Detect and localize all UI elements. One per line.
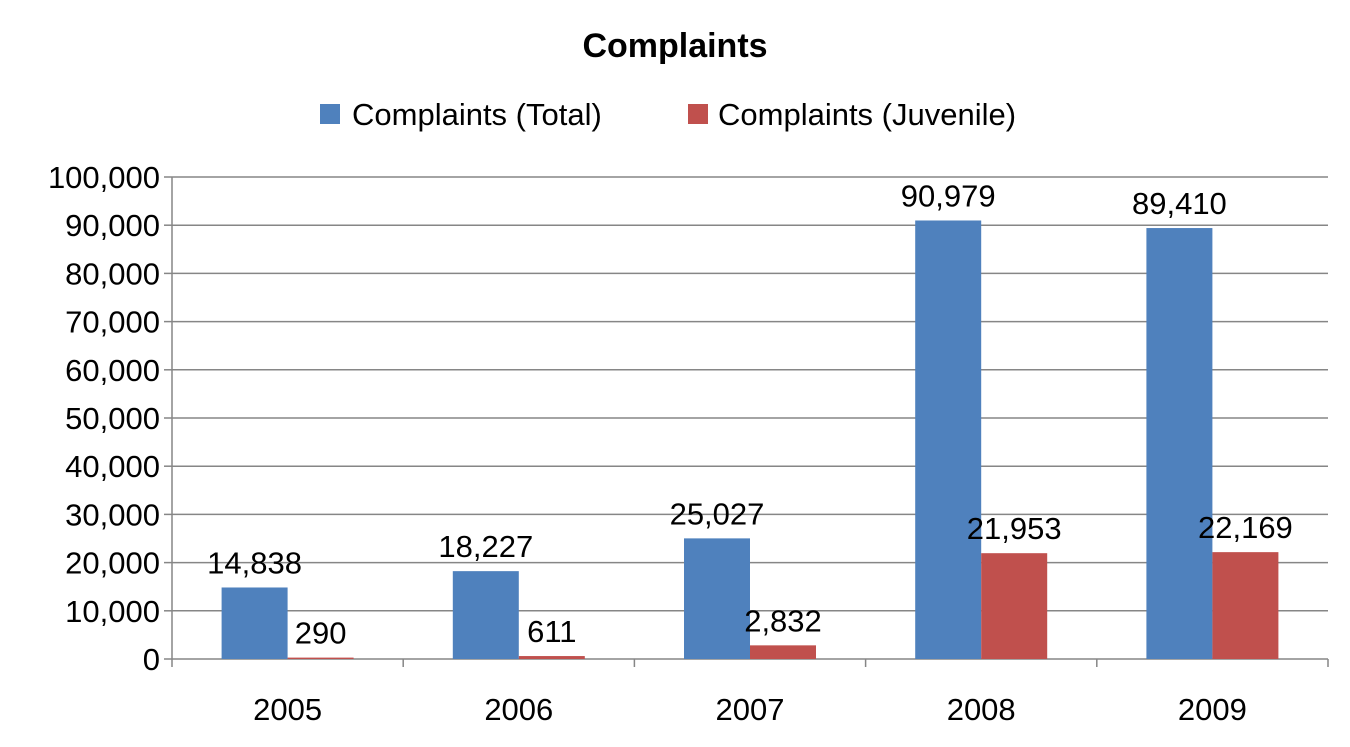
y-tick-label: 40,000 [65, 449, 160, 484]
x-axis: 2005 2006 2007 2008 2009 [171, 658, 1329, 727]
bars [221, 220, 1279, 660]
bar-juvenile [750, 645, 816, 659]
data-label: 290 [295, 616, 347, 651]
y-tick-label: 50,000 [65, 401, 160, 436]
legend-swatch [320, 104, 340, 124]
y-tick-label: 80,000 [65, 256, 160, 291]
data-label: 21,953 [967, 511, 1062, 546]
x-tick-label: 2009 [1178, 692, 1247, 727]
y-tick-label: 70,000 [65, 305, 160, 340]
data-label: 22,169 [1198, 510, 1293, 545]
bar-juvenile [287, 657, 354, 659]
data-label: 14,838 [207, 545, 302, 580]
data-label: 611 [527, 614, 576, 649]
y-tick-label: 60,000 [65, 353, 160, 388]
data-label: 2,832 [744, 603, 822, 638]
y-tick-label: 0 [143, 642, 160, 677]
legend: Complaints (Total) Complaints (Juvenile) [320, 97, 1016, 132]
y-tick-label: 90,000 [65, 208, 160, 243]
x-tick-label: 2008 [947, 692, 1016, 727]
bar-total [221, 587, 288, 659]
bar-total [452, 571, 519, 659]
x-tick-label: 2006 [484, 692, 553, 727]
data-label: 89,410 [1132, 186, 1227, 221]
data-label: 90,979 [901, 178, 996, 213]
bar-juvenile [1212, 552, 1279, 659]
x-tick-label: 2005 [253, 692, 322, 727]
y-tick-label: 20,000 [65, 546, 160, 581]
bar-total [915, 220, 982, 660]
legend-label: Complaints (Total) [352, 97, 602, 132]
y-tick-label: 30,000 [65, 497, 160, 532]
bar-total [684, 538, 750, 659]
y-axis: 0 10,000 20,000 30,000 40,000 50,000 60,000 70,… [48, 160, 173, 677]
bar-juvenile [518, 656, 585, 659]
data-labels: 14,838 18,227 25,027 90,979 89,410 290 611 2,83… [207, 178, 1293, 650]
data-label: 25,027 [670, 496, 765, 531]
x-tick-label: 2007 [716, 692, 785, 727]
y-tick-label: 10,000 [65, 594, 160, 629]
bar-juvenile [981, 553, 1048, 659]
legend-label: Complaints (Juvenile) [718, 97, 1016, 132]
legend-swatch [688, 104, 708, 124]
y-tick-label: 100,000 [48, 160, 160, 195]
gridlines [172, 176, 1328, 612]
bar-total [1146, 228, 1213, 659]
chart-title: Complaints [582, 27, 767, 65]
data-label: 18,227 [438, 529, 533, 564]
